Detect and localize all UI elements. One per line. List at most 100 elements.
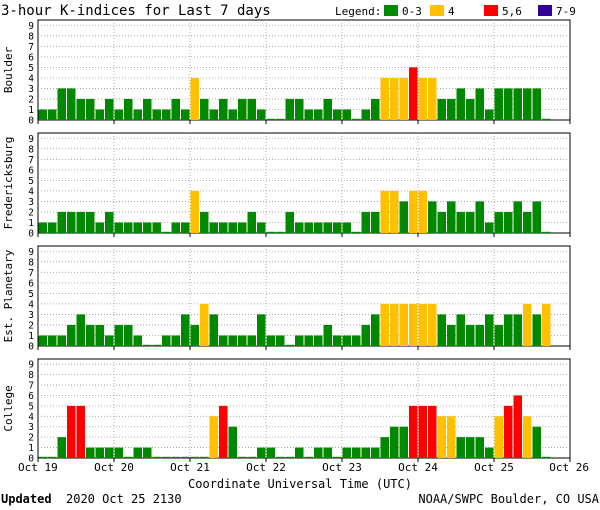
x-tick-label: Oct 20 <box>94 461 134 474</box>
kp-bar <box>152 109 161 120</box>
kp-bar <box>38 335 47 346</box>
y-tick-label: 9 <box>28 247 34 258</box>
updated-label: Updated <box>1 492 52 506</box>
kp-bar <box>219 335 228 346</box>
kp-bar <box>466 324 475 346</box>
kp-bar <box>304 109 313 120</box>
kp-bar <box>57 211 66 233</box>
kp-bar <box>513 395 522 458</box>
kp-bar <box>209 314 218 346</box>
source-credit: NOAA/SWPC Boulder, CO USA <box>418 492 599 506</box>
kp-bar <box>124 456 133 458</box>
kp-bar <box>380 303 389 346</box>
kp-bar <box>143 447 152 458</box>
kp-bar <box>447 416 456 458</box>
kp-bar <box>399 426 408 458</box>
kp-bar <box>190 190 199 233</box>
kp-bar <box>276 456 285 458</box>
kp-bar <box>95 324 104 346</box>
kp-bar <box>504 314 513 346</box>
kp-bar <box>181 456 190 458</box>
kp-bar <box>352 335 361 346</box>
kp-bar <box>314 447 323 458</box>
kp-bar <box>485 109 494 120</box>
kp-bar <box>200 303 209 346</box>
y-tick-label: 5 <box>28 176 34 187</box>
kp-bar <box>181 222 190 233</box>
kp-bar <box>285 211 294 233</box>
kp-bar <box>523 303 532 346</box>
kp-bar <box>380 437 389 458</box>
kp-bar <box>399 201 408 233</box>
kp-bar <box>333 109 342 120</box>
kp-bar <box>342 222 351 233</box>
y-tick-label: 4 <box>28 412 34 423</box>
kp-bar <box>162 109 171 120</box>
kp-bar <box>361 109 370 120</box>
kp-bar <box>466 437 475 458</box>
kp-bar <box>428 303 437 346</box>
kp-bar <box>504 88 513 120</box>
kp-bar <box>95 447 104 458</box>
kp-bar <box>437 211 446 233</box>
kp-bar <box>409 67 418 120</box>
kp-bar <box>494 211 503 233</box>
x-tick-label: Oct 24 <box>398 461 438 474</box>
kp-bar <box>105 211 114 233</box>
kp-bar <box>105 98 114 120</box>
kp-bar <box>494 88 503 120</box>
y-tick-label: 7 <box>28 268 34 279</box>
kp-bar <box>418 303 427 346</box>
legend-item-4: 4 <box>448 5 455 18</box>
kp-bar <box>143 98 152 120</box>
kp-bar <box>456 437 465 458</box>
kp-bar <box>133 109 142 120</box>
kp-bar <box>114 222 123 233</box>
kp-bar <box>209 416 218 458</box>
x-tick-label: Oct 26 <box>549 461 589 474</box>
y-tick-label: 3 <box>28 197 34 208</box>
kp-bar <box>342 109 351 120</box>
kp-bar <box>67 405 76 458</box>
kp-bar <box>57 335 66 346</box>
kp-bar <box>371 314 380 346</box>
kp-bar <box>542 303 551 346</box>
kp-bar <box>513 314 522 346</box>
kp-bar <box>361 447 370 458</box>
kp-bar <box>409 405 418 458</box>
kp-bar <box>523 416 532 458</box>
kp-bar <box>124 324 133 346</box>
kp-bar <box>266 447 275 458</box>
kp-bar <box>133 222 142 233</box>
kp-bar <box>361 211 370 233</box>
kp-bar <box>333 335 342 346</box>
kp-bar <box>304 222 313 233</box>
y-tick-label: 7 <box>28 381 34 392</box>
y-tick-label: 9 <box>28 134 34 145</box>
kp-bar <box>276 231 285 233</box>
panel-frame <box>37 19 571 121</box>
kp-bar <box>238 335 247 346</box>
kp-bar <box>38 456 47 458</box>
kp-bar <box>143 222 152 233</box>
kp-bar <box>200 98 209 120</box>
kp-bar <box>76 98 85 120</box>
kp-bar <box>200 456 209 458</box>
kp-bar <box>342 447 351 458</box>
kp-bar <box>532 426 541 458</box>
x-tick-label: Oct 22 <box>246 461 286 474</box>
kp-bar <box>494 416 503 458</box>
kp-bar <box>162 456 171 458</box>
kp-bar <box>475 437 484 458</box>
legend-item-0-3: 0-3 <box>402 5 422 18</box>
kp-bar <box>76 211 85 233</box>
kp-bar <box>228 426 237 458</box>
kp-bar <box>238 222 247 233</box>
y-tick-label: 0 <box>28 454 34 465</box>
legend-swatch-5-6 <box>484 5 498 16</box>
kp-bar <box>418 190 427 233</box>
kp-bar <box>314 222 323 233</box>
kp-bar <box>390 303 399 346</box>
kp-bar <box>238 456 247 458</box>
